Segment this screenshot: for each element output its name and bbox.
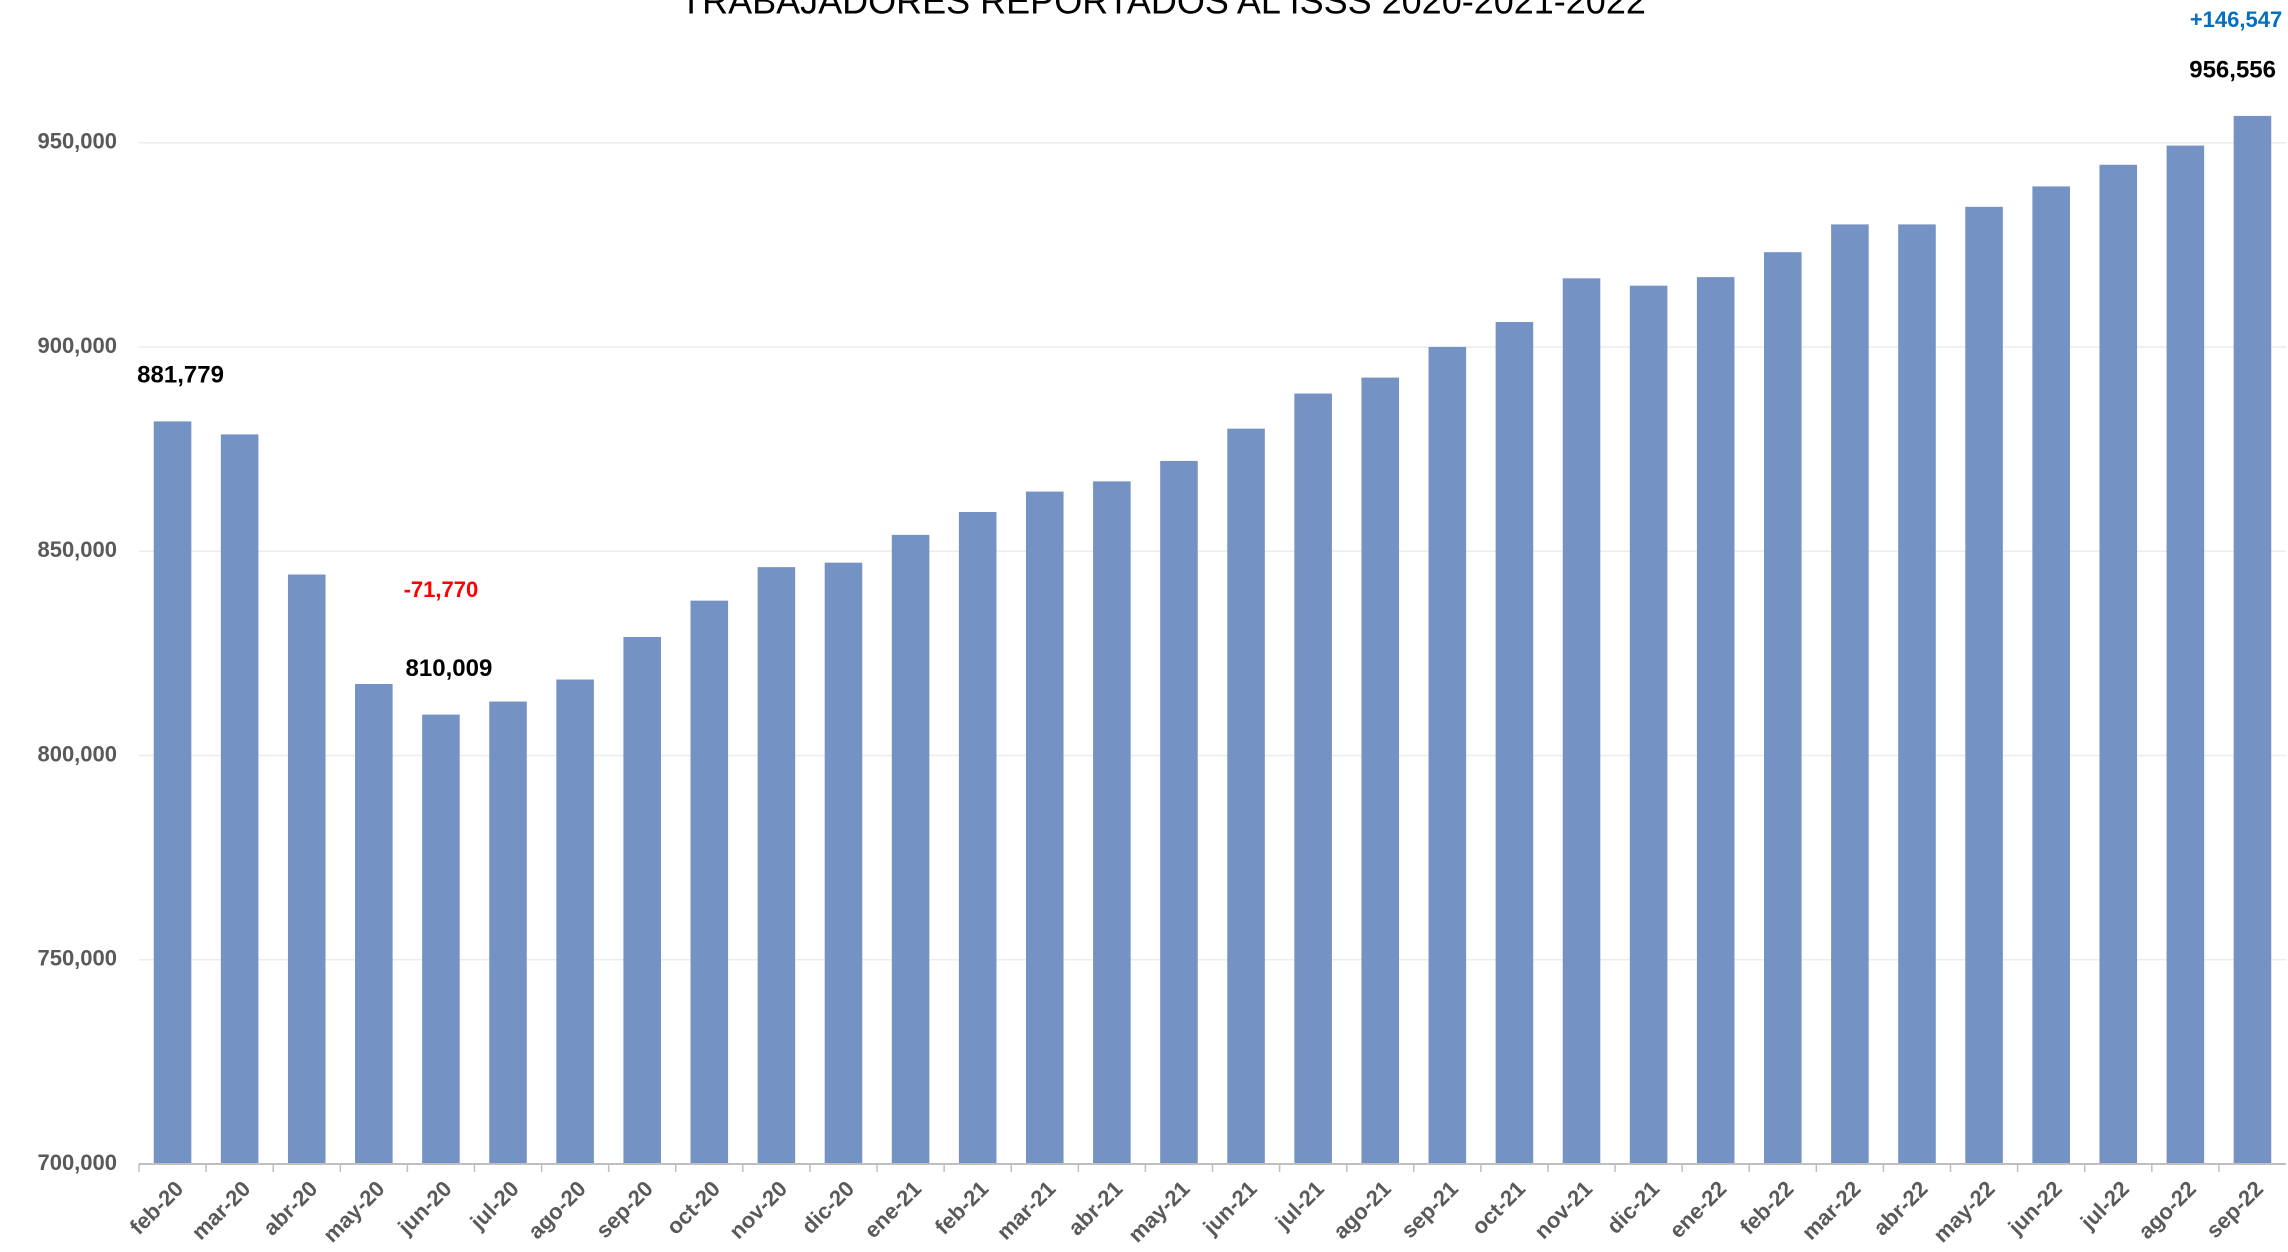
x-tick-label: jun-20 [392, 1176, 456, 1240]
bar [153, 421, 192, 1164]
x-tick-label: jul-20 [465, 1176, 524, 1235]
bar [556, 679, 594, 1164]
bar [1898, 224, 1936, 1164]
bar [1294, 393, 1332, 1165]
chart-title: TRABAJADORES REPORTADOS AL ISSS 2020-202… [680, 0, 1646, 22]
bar [1562, 278, 1601, 1164]
x-tick-label: jun-21 [1197, 1176, 1261, 1240]
bar [1629, 285, 1668, 1164]
data-label: 810,009 [406, 655, 493, 682]
y-tick-label: 950,000 [37, 129, 117, 154]
x-tick-label: oct-21 [1467, 1176, 1530, 1239]
bar [1160, 460, 1198, 1164]
bar [287, 574, 326, 1164]
y-tick-label: 850,000 [37, 537, 117, 562]
x-tick-label: oct-20 [661, 1176, 724, 1239]
bar [1093, 481, 1131, 1164]
annotation: -71,770 [404, 577, 479, 602]
x-tick-label: abr-20 [258, 1176, 322, 1240]
x-tick-label: ago-20 [523, 1176, 591, 1244]
x-tick-label: mar-22 [1797, 1176, 1866, 1245]
bar [355, 683, 393, 1164]
x-tick-label: nov-21 [1529, 1176, 1597, 1244]
bar [690, 600, 729, 1164]
x-tick-label: dic-21 [1602, 1176, 1665, 1239]
bar [489, 701, 527, 1164]
bar [1361, 377, 1400, 1165]
bar [422, 714, 460, 1164]
x-tick-label: nov-20 [724, 1176, 792, 1244]
bar [757, 567, 796, 1164]
annotation: +146,547 [2190, 7, 2282, 32]
data-label: 881,779 [137, 362, 224, 389]
bar [1831, 224, 1869, 1164]
y-tick-label: 800,000 [37, 741, 117, 766]
bar [1025, 491, 1064, 1165]
x-tick-label: ago-21 [1328, 1176, 1396, 1244]
x-tick-label: feb-21 [930, 1176, 993, 1239]
bar [824, 562, 863, 1164]
bar [1764, 252, 1802, 1165]
x-tick-label: feb-22 [1735, 1176, 1798, 1239]
x-tick-label: may-22 [1928, 1176, 1999, 1247]
bar [1495, 322, 1534, 1164]
bar [2233, 115, 2272, 1164]
x-tick-label: jul-21 [1270, 1176, 1329, 1235]
x-tick-label: sep-21 [1396, 1176, 1463, 1243]
x-tick-label: mar-21 [992, 1176, 1061, 1245]
x-tick-label: ene-21 [859, 1176, 926, 1243]
x-tick-label: ene-22 [1664, 1176, 1731, 1243]
bar [958, 512, 997, 1164]
bar [1428, 346, 1467, 1164]
bar [220, 434, 259, 1164]
bar [2099, 164, 2138, 1165]
x-tick-label: jul-22 [2075, 1176, 2134, 1235]
y-tick-label: 750,000 [37, 946, 117, 971]
x-tick-label: sep-22 [2201, 1176, 2268, 1243]
y-tick-label: 700,000 [37, 1150, 117, 1175]
data-label: 956,556 [2189, 56, 2276, 83]
x-tick-label: ago-22 [2133, 1176, 2201, 1244]
bar [891, 534, 930, 1164]
bar [2032, 186, 2070, 1165]
x-tick-label: sep-20 [591, 1176, 658, 1243]
bar [1965, 206, 2003, 1164]
x-tick-label: jun-22 [2003, 1176, 2067, 1240]
x-tick-label: abr-21 [1063, 1176, 1127, 1240]
bar [623, 637, 661, 1164]
x-tick-label: dic-20 [796, 1176, 859, 1239]
bar [1696, 277, 1735, 1164]
x-tick-label: mar-20 [187, 1176, 256, 1245]
x-tick-label: may-20 [318, 1176, 389, 1247]
bar [2166, 145, 2205, 1164]
x-tick-label: may-21 [1123, 1176, 1194, 1247]
y-tick-label: 900,000 [37, 333, 117, 358]
x-tick-label: feb-20 [125, 1176, 188, 1239]
x-tick-label: abr-22 [1868, 1176, 1932, 1240]
bar [1227, 428, 1265, 1165]
